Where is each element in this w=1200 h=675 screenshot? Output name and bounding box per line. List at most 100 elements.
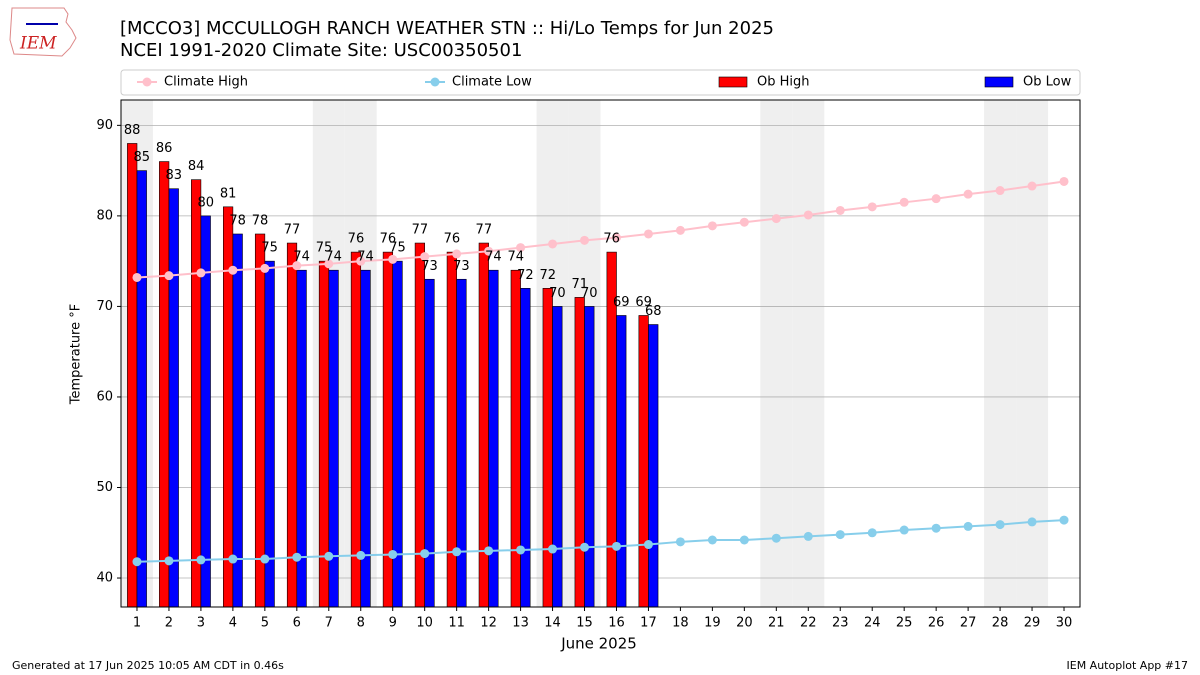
value-label: 74	[357, 250, 374, 265]
x-tick-label: 6	[293, 616, 301, 631]
footer-right: IEM Autoplot App #17	[1067, 659, 1189, 672]
x-tick-label: 27	[960, 616, 977, 631]
value-label: 85	[134, 150, 151, 165]
line-marker	[771, 214, 781, 224]
y-tick-label: 80	[96, 208, 113, 223]
x-tick-label: 21	[768, 616, 785, 631]
line-marker	[356, 550, 366, 560]
line-marker	[580, 542, 590, 552]
line-marker	[324, 551, 334, 561]
x-tick-label: 3	[197, 616, 205, 631]
value-label: 74	[508, 250, 525, 265]
x-tick-label: 12	[480, 616, 497, 631]
chart-title: [MCCO3] MCCULLOGH RANCH WEATHER STN :: H…	[120, 18, 774, 39]
chart-subtitle: NCEI 1991-2020 Climate Site: USC00350501	[120, 40, 522, 61]
bar	[232, 233, 243, 608]
legend-label: Climate Low	[452, 75, 532, 90]
line-marker	[675, 537, 685, 547]
logo-text: IEM	[19, 34, 57, 54]
line-marker	[707, 535, 717, 545]
value-label: 76	[444, 232, 461, 247]
logo-outline	[9, 7, 77, 57]
value-label: 75	[261, 241, 278, 256]
line-marker	[484, 546, 494, 556]
bar	[520, 288, 531, 608]
line-marker	[931, 194, 941, 204]
x-tick-label: 14	[544, 616, 561, 631]
x-tick-label: 24	[864, 616, 881, 631]
legend-marker	[430, 77, 440, 87]
line-marker	[867, 528, 877, 538]
x-tick-label: 9	[389, 616, 397, 631]
line	[136, 519, 1065, 563]
y-tick-label: 60	[96, 389, 113, 404]
line-marker	[580, 235, 590, 245]
line-marker	[963, 189, 973, 199]
line-marker	[931, 523, 941, 533]
value-label: 76	[603, 232, 620, 247]
x-tick-label: 23	[832, 616, 849, 631]
line-marker	[164, 271, 174, 281]
line-marker	[388, 549, 398, 559]
legend-label: Ob High	[757, 75, 810, 90]
value-label: 77	[412, 223, 429, 238]
value-label: 77	[284, 223, 301, 238]
y-axis-label: Temperature °F	[69, 304, 84, 405]
line-marker	[995, 186, 1005, 196]
bar	[552, 306, 563, 608]
line-marker	[388, 254, 398, 264]
value-label: 73	[453, 259, 470, 274]
line-marker	[356, 256, 366, 266]
line-marker	[835, 205, 845, 215]
bar	[638, 315, 649, 608]
logo: IEM	[9, 7, 77, 57]
line-marker	[1027, 181, 1037, 191]
weekend-shade	[984, 100, 1017, 607]
value-label: 73	[421, 259, 438, 274]
value-label: 74	[325, 250, 342, 265]
value-label: 78	[229, 213, 246, 228]
value-label: 86	[156, 141, 173, 156]
line-marker	[260, 554, 270, 564]
bar	[159, 161, 170, 608]
x-tick-label: 22	[800, 616, 817, 631]
value-label: 72	[539, 268, 556, 283]
line-marker	[1059, 176, 1069, 186]
line-marker	[292, 261, 302, 271]
value-label: 69	[613, 295, 630, 310]
x-tick-label: 1	[133, 616, 141, 631]
value-label: 88	[124, 123, 141, 138]
value-label: 81	[220, 186, 237, 201]
legend-label: Climate High	[164, 75, 248, 90]
line-marker	[196, 268, 206, 278]
bar	[488, 269, 499, 608]
value-label: 77	[476, 223, 493, 238]
value-label: 80	[197, 195, 214, 210]
line-marker	[260, 263, 270, 273]
line-marker	[516, 243, 526, 253]
line-marker	[643, 229, 653, 239]
bar	[616, 315, 627, 608]
bar	[648, 324, 659, 608]
line-marker	[963, 521, 973, 531]
line-marker	[835, 530, 845, 540]
footer-left: Generated at 17 Jun 2025 10:05 AM CDT in…	[12, 659, 284, 672]
line-marker	[611, 233, 621, 243]
legend-label: Ob Low	[1023, 75, 1072, 90]
bar	[136, 170, 147, 608]
line-marker	[420, 549, 430, 559]
line-marker	[1027, 517, 1037, 527]
line-marker	[675, 225, 685, 235]
x-tick-label: 29	[1024, 616, 1041, 631]
line-marker	[548, 544, 558, 554]
line-marker	[452, 547, 462, 557]
value-label: 76	[348, 232, 365, 247]
bar	[168, 188, 179, 608]
y-tick-label: 40	[96, 571, 113, 586]
x-axis-label: June 2025	[560, 635, 637, 653]
value-label: 83	[165, 168, 182, 183]
x-tick-label: 5	[261, 616, 269, 631]
x-tick-label: 8	[357, 616, 365, 631]
x-tick-label: 11	[448, 616, 465, 631]
bar	[127, 143, 138, 608]
